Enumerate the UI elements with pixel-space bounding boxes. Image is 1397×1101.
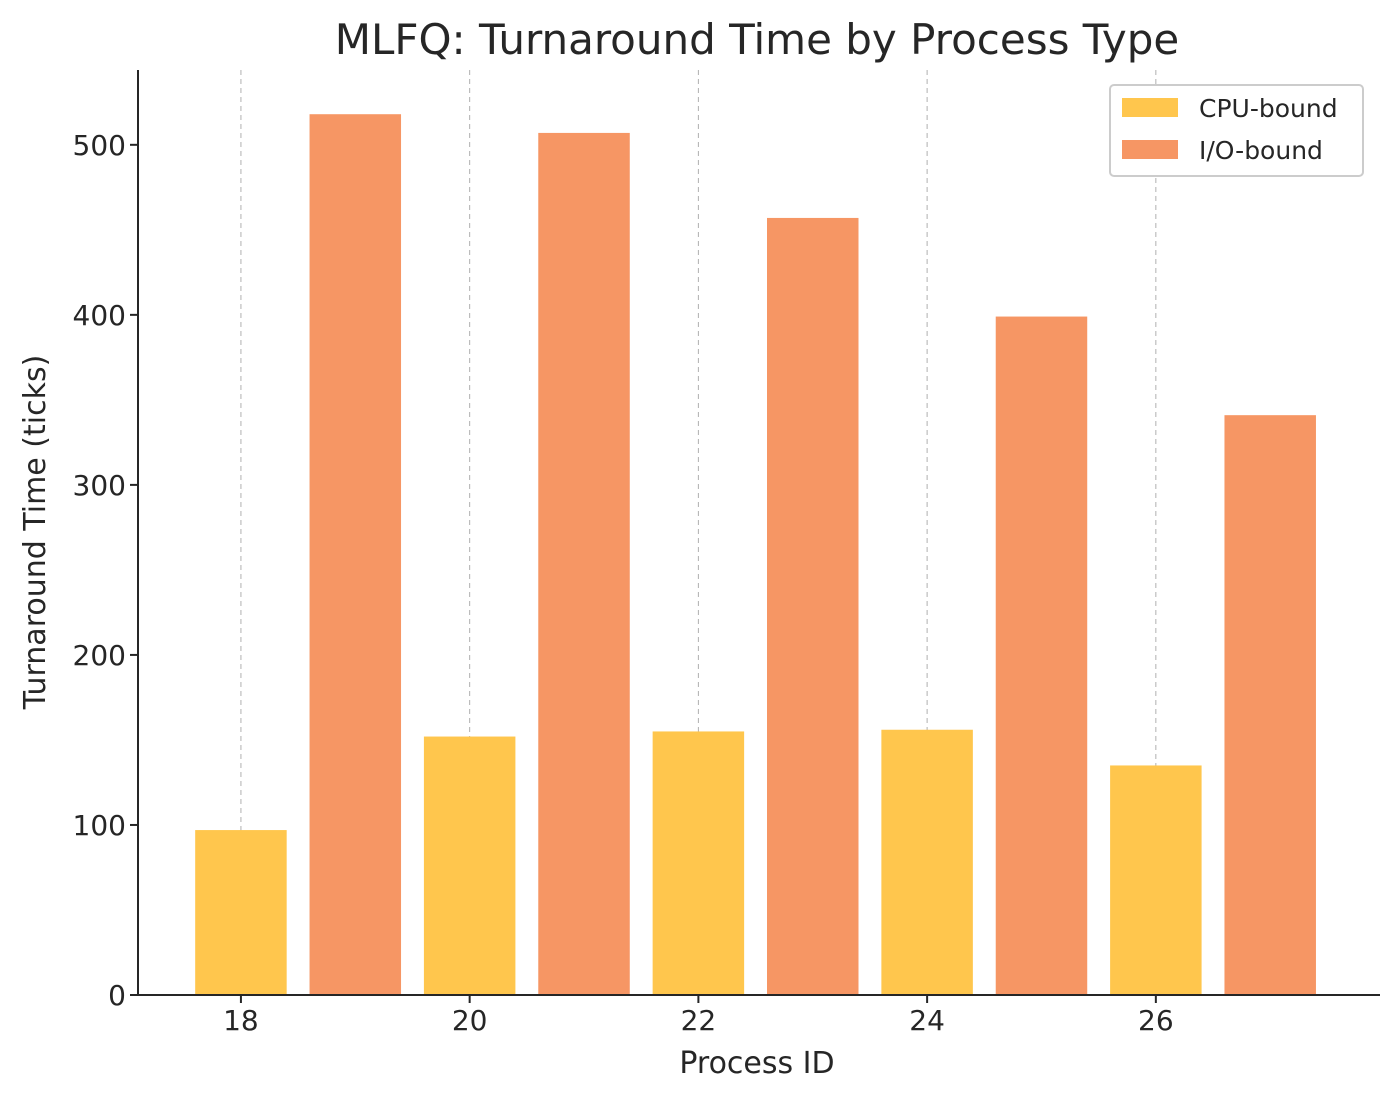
x-axis-label: Process ID — [679, 1046, 834, 1081]
bar-i-o-bound-21 — [538, 132, 630, 996]
y-tick-label-200: 200 — [73, 639, 126, 672]
y-tick-label-100: 100 — [73, 809, 126, 842]
bar-cpu-bound-18 — [195, 830, 287, 995]
y-tick-label-500: 500 — [73, 129, 126, 162]
x-tick-label-26: 26 — [1138, 1004, 1174, 1037]
legend-label-cpu-bound: CPU-bound — [1199, 94, 1338, 123]
gridlines — [240, 70, 1157, 995]
x-tick-label-24: 24 — [909, 1004, 945, 1037]
chart-title: MLFQ: Turnaround Time by Process Type — [335, 15, 1180, 64]
bar-cpu-bound-24 — [881, 729, 973, 995]
y-axis-label: Turnaround Time (ticks) — [18, 355, 53, 711]
y-ticks: 0 100 200 300 400 500 — [73, 129, 138, 1012]
bar-cpu-bound-20 — [423, 736, 516, 995]
legend-swatch-io-bound — [1122, 140, 1178, 159]
x-ticks: 18 20 22 24 26 — [223, 995, 1174, 1037]
x-tick-label-18: 18 — [223, 1004, 259, 1037]
bar-i-o-bound-25 — [995, 316, 1088, 995]
bar-i-o-bound-19 — [309, 114, 402, 996]
y-tick-label-300: 300 — [73, 469, 126, 502]
bar-cpu-bound-26 — [1110, 765, 1202, 995]
y-tick-label-0: 0 — [108, 979, 126, 1012]
bar-i-o-bound-23 — [767, 217, 859, 995]
legend: CPU-bound I/O-bound — [1109, 84, 1364, 177]
y-tick-label-400: 400 — [73, 299, 126, 332]
bars — [195, 114, 1316, 996]
bar-cpu-bound-22 — [652, 731, 745, 995]
x-tick-label-20: 20 — [452, 1004, 488, 1037]
legend-label-io-bound: I/O-bound — [1199, 136, 1323, 165]
x-tick-label-22: 22 — [681, 1004, 717, 1037]
legend-swatch-cpu-bound — [1122, 98, 1178, 117]
bar-i-o-bound-27 — [1224, 415, 1316, 995]
